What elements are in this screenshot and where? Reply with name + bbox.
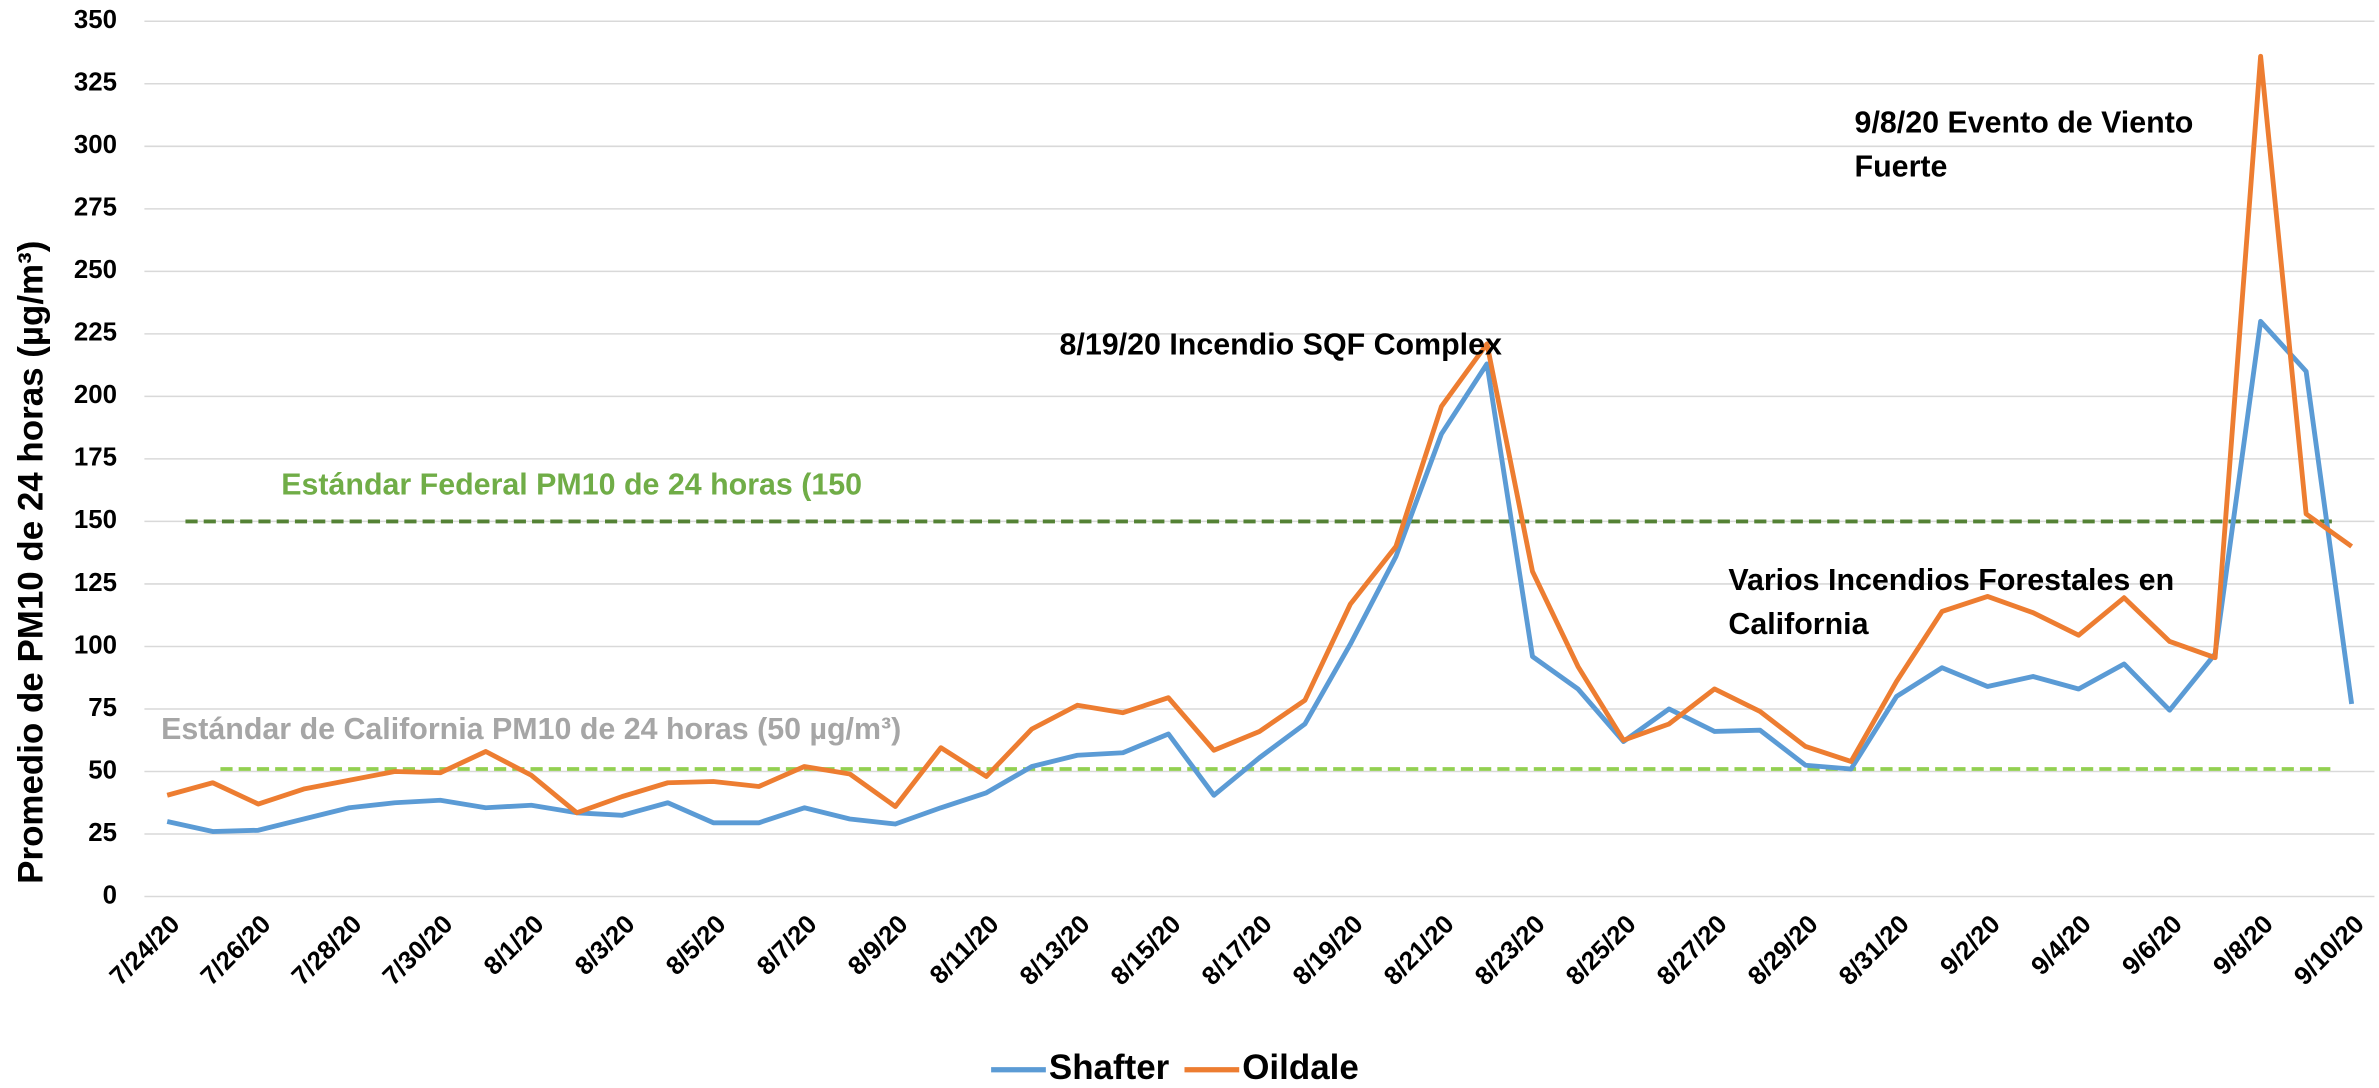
- y-tick-label: 100: [74, 631, 117, 659]
- x-tick-label: 8/1/20: [479, 910, 550, 981]
- legend-label: Shafter: [1049, 1048, 1170, 1087]
- x-tick-label: 9/4/20: [2026, 910, 2097, 981]
- x-tick-label: 8/29/20: [1743, 910, 1824, 991]
- y-tick-label: 175: [74, 444, 117, 472]
- x-tick-label: 8/21/20: [1379, 910, 1460, 991]
- x-tick-label: 8/15/20: [1106, 910, 1187, 991]
- x-tick-label: 8/11/20: [925, 910, 1005, 990]
- x-tick-label: 8/7/20: [752, 910, 823, 981]
- legend-label: Oildale: [1242, 1048, 1359, 1087]
- series-line: [166, 318, 2355, 834]
- y-tick-label: 300: [74, 131, 117, 159]
- series-line: [166, 53, 2354, 816]
- x-tick-label: 8/9/20: [843, 910, 914, 981]
- annotation: 9/8/20 Evento de Viento: [1855, 106, 2194, 140]
- annotation: Varios Incendios Forestales en: [1728, 563, 2174, 597]
- x-tick-label: 8/5/20: [661, 910, 732, 981]
- reference-label: Estándar de California PM10 de 24 horas …: [161, 712, 901, 746]
- x-tick-label: 7/24/20: [105, 910, 186, 991]
- y-tick-label: 250: [74, 256, 117, 284]
- x-tick-label: 8/23/20: [1470, 910, 1551, 991]
- y-tick-label: 275: [74, 194, 117, 222]
- x-tick-label: 8/25/20: [1561, 910, 1642, 991]
- x-tick-label: 8/31/20: [1834, 910, 1915, 991]
- y-tick-label: 0: [103, 881, 117, 909]
- annotation: Fuerte: [1855, 150, 1948, 184]
- x-tick-label: 9/2/20: [1935, 910, 2006, 981]
- x-tick-label: 9/6/20: [2117, 910, 2188, 981]
- annotation: California: [1728, 607, 1869, 641]
- x-tick-label: 7/28/20: [287, 910, 368, 991]
- y-tick-label: 25: [88, 819, 117, 847]
- x-tick-label: 9/8/20: [2208, 910, 2279, 981]
- y-tick-label: 325: [74, 69, 117, 97]
- annotation: 8/19/20 Incendio SQF Complex: [1060, 327, 1502, 361]
- x-tick-label: 8/19/20: [1288, 910, 1369, 991]
- y-tick-label: 150: [74, 506, 117, 534]
- y-tick-label: 75: [88, 694, 117, 722]
- x-tick-label: 8/13/20: [1015, 910, 1096, 991]
- y-tick-label: 350: [74, 6, 117, 34]
- reference-label: Estándar Federal PM10 de 24 horas (150: [281, 467, 862, 501]
- x-tick-label: 7/30/20: [378, 910, 459, 991]
- y-tick-label: 125: [74, 569, 117, 597]
- x-tick-label: 8/27/20: [1652, 910, 1733, 991]
- x-tick-label: 9/10/20: [2289, 910, 2370, 991]
- x-tick-label: 8/17/20: [1197, 910, 1278, 991]
- y-tick-label: 225: [74, 319, 117, 347]
- y-tick-label: 200: [74, 381, 117, 409]
- x-tick-label: 7/26/20: [196, 910, 277, 991]
- x-tick-label: 8/3/20: [570, 910, 641, 981]
- y-tick-label: 50: [88, 756, 117, 784]
- y-axis-label: Promedio de PM10 de 24 horas (µg/m³): [12, 241, 51, 884]
